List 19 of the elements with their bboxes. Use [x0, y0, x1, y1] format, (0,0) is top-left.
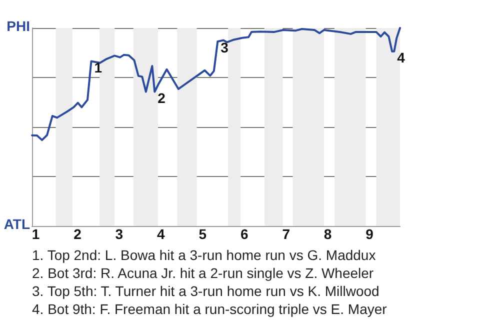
text: 3. Top 5th: T. Turner hit a 3-run home run vs K. Millwood [32, 283, 380, 299]
annotation: 1 [94, 59, 102, 76]
text: ATL [4, 216, 30, 232]
x-tick-label: 5 [198, 226, 207, 242]
text: 2. Bot 3rd: R. Acuna Jr. hit a 2-run single vs Z. Wheeler [32, 265, 374, 281]
x-tick-label: 3 [115, 226, 124, 242]
annotation: 2 [158, 90, 166, 106]
text: 1. Top 2nd: L. Bowa hit a 3-run home run vs G. Maddux [32, 247, 376, 263]
x-tick-label: 9 [366, 226, 374, 242]
x-tick-label: 4 [157, 226, 166, 242]
x-tick-label: 2 [74, 226, 82, 242]
x-tick-label: 6 [240, 226, 248, 242]
annotation: 3 [220, 39, 229, 56]
x-tick-label: 8 [324, 226, 332, 242]
x-tick-label: 1 [32, 226, 40, 242]
text: PHI [6, 18, 30, 34]
annotation: 4 [397, 49, 406, 66]
x-tick-label: 7 [282, 226, 290, 242]
text: 4. Bot 9th: F. Freeman hit a run-scoring triple vs E. Mayer [32, 301, 388, 317]
